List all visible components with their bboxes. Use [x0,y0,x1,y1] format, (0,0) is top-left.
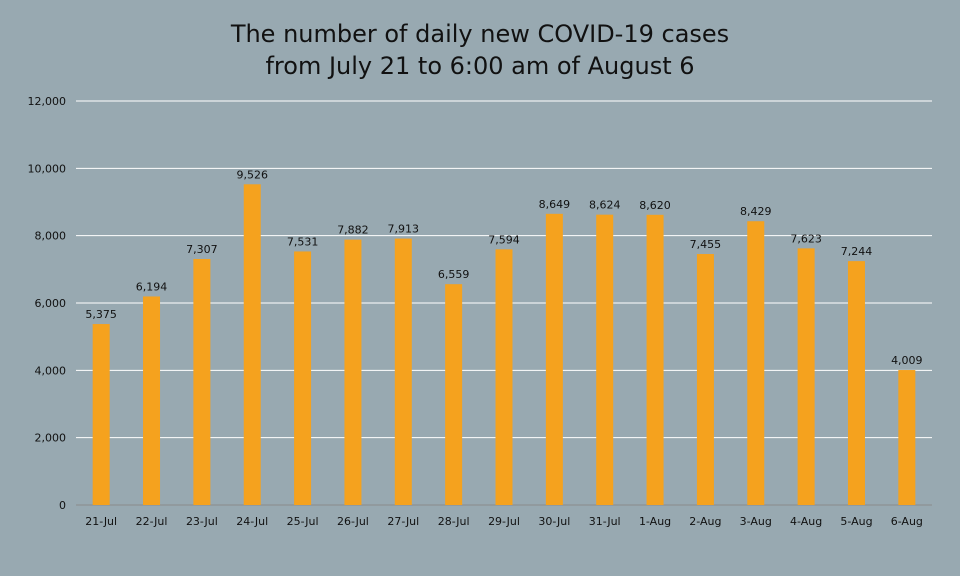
data-label: 8,649 [539,198,571,211]
x-tick-label: 4-Aug [790,515,822,528]
bar [495,249,513,505]
x-tick-label: 30-Jul [538,515,570,528]
data-label: 7,882 [337,224,369,237]
x-tick-label: 21-Jul [85,515,117,528]
chart-title-line-1: The number of daily new COVID-19 cases [230,20,730,48]
bar [898,370,916,505]
y-tick-label: 2,000 [35,432,67,445]
x-tick-label: 3-Aug [740,515,772,528]
bar [747,221,765,505]
data-label: 7,307 [186,243,218,256]
x-tick-label: 25-Jul [287,515,319,528]
bar [545,213,563,505]
x-tick-label: 26-Jul [337,515,369,528]
x-tick-label: 28-Jul [438,515,470,528]
data-label: 8,624 [589,199,621,212]
bar [294,251,312,505]
data-label: 5,375 [85,308,117,321]
bar [193,258,211,505]
data-label: 7,623 [790,232,822,245]
bar [646,214,664,505]
data-label: 4,009 [891,354,923,367]
x-tick-label: 24-Jul [236,515,268,528]
x-tick-label: 22-Jul [136,515,168,528]
x-tick-label: 29-Jul [488,515,520,528]
y-tick-label: 4,000 [35,364,67,377]
x-tick-label: 5-Aug [840,515,872,528]
y-tick-label: 12,000 [28,95,67,108]
bar [445,284,463,505]
bar [92,324,110,505]
bar [596,214,614,505]
data-label: 7,244 [841,245,873,258]
data-label: 7,531 [287,235,319,248]
y-tick-label: 0 [59,499,66,512]
bar [797,248,815,505]
data-label: 8,620 [639,199,671,212]
y-tick-label: 10,000 [28,162,67,175]
y-tick-label: 6,000 [35,297,67,310]
x-tick-label: 31-Jul [589,515,621,528]
x-tick-label: 23-Jul [186,515,218,528]
data-label: 7,594 [488,233,520,246]
x-tick-label: 1-Aug [639,515,671,528]
bar [696,254,714,505]
chart-title-line-2: from July 21 to 6:00 am of August 6 [265,52,695,80]
bar [847,261,865,505]
x-tick-label: 27-Jul [387,515,419,528]
y-tick-label: 8,000 [35,230,67,243]
data-label: 6,559 [438,268,470,281]
x-tick-label: 2-Aug [689,515,721,528]
data-label: 9,526 [236,168,268,181]
bar [243,184,261,506]
data-label: 7,913 [388,223,420,236]
data-label: 6,194 [136,280,168,293]
bar [394,238,412,505]
data-label: 8,429 [740,205,772,218]
bar [143,296,161,505]
x-tick-label: 6-Aug [891,515,923,528]
bar [344,239,362,505]
data-label: 7,455 [690,238,722,251]
